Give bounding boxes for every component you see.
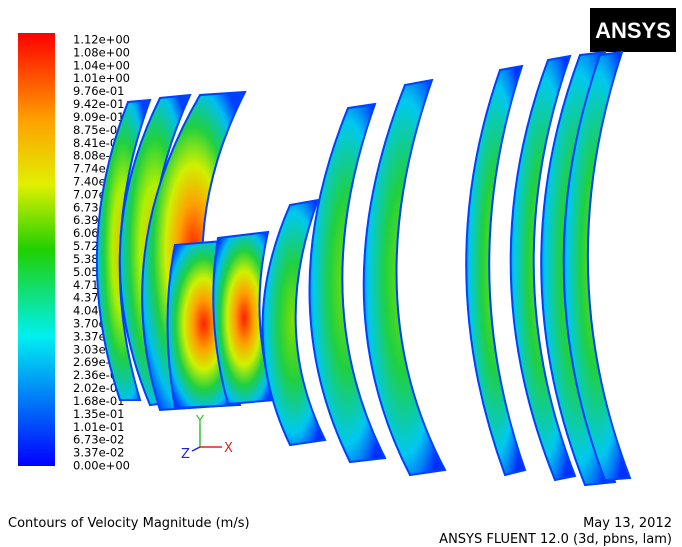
colorbar-label: 9.76e-01 (73, 84, 124, 98)
colorbar-label: 1.01e-01 (73, 420, 124, 434)
colorbar-label: 1.12e+00 (73, 33, 130, 47)
surface (364, 80, 445, 475)
colorbar-label: 1.01e+00 (73, 71, 130, 85)
z-axis-line (192, 447, 200, 451)
contour-surfaces (97, 52, 630, 485)
footer-title: Contours of Velocity Magnitude (m/s) (8, 516, 250, 531)
logo-text: ANSYS (595, 18, 671, 43)
colorbar-label: 9.09e-01 (73, 110, 124, 124)
colorbar-label: 1.08e+00 (73, 45, 130, 59)
page: ANSYS 1.12e+001.08e+001.04e+001.01e+009.… (0, 0, 682, 547)
colorbar-label: 6.73e-02 (73, 433, 124, 447)
colorbar-label: 1.68e-01 (73, 394, 124, 408)
x-axis-label: X (224, 441, 233, 456)
logo: ANSYS (590, 8, 676, 52)
contour-view: ANSYS 1.12e+001.08e+001.04e+001.01e+009.… (0, 0, 682, 547)
colorbar-label: 1.04e+00 (73, 58, 130, 72)
colorbar-label: 1.35e-01 (73, 407, 124, 421)
footer-date: May 13, 2012 (583, 516, 672, 531)
colorbar (18, 33, 55, 466)
colorbar-label: 0.00e+00 (73, 459, 130, 473)
colorbar-label: 9.42e-01 (73, 97, 124, 111)
y-axis-label: Y (195, 414, 204, 429)
colorbar-label: 3.37e-02 (73, 446, 124, 460)
axis-triad: Y X Z (181, 414, 233, 462)
footer-version: ANSYS FLUENT 12.0 (3d, pbns, lam) (439, 532, 672, 547)
z-axis-label: Z (181, 447, 190, 462)
